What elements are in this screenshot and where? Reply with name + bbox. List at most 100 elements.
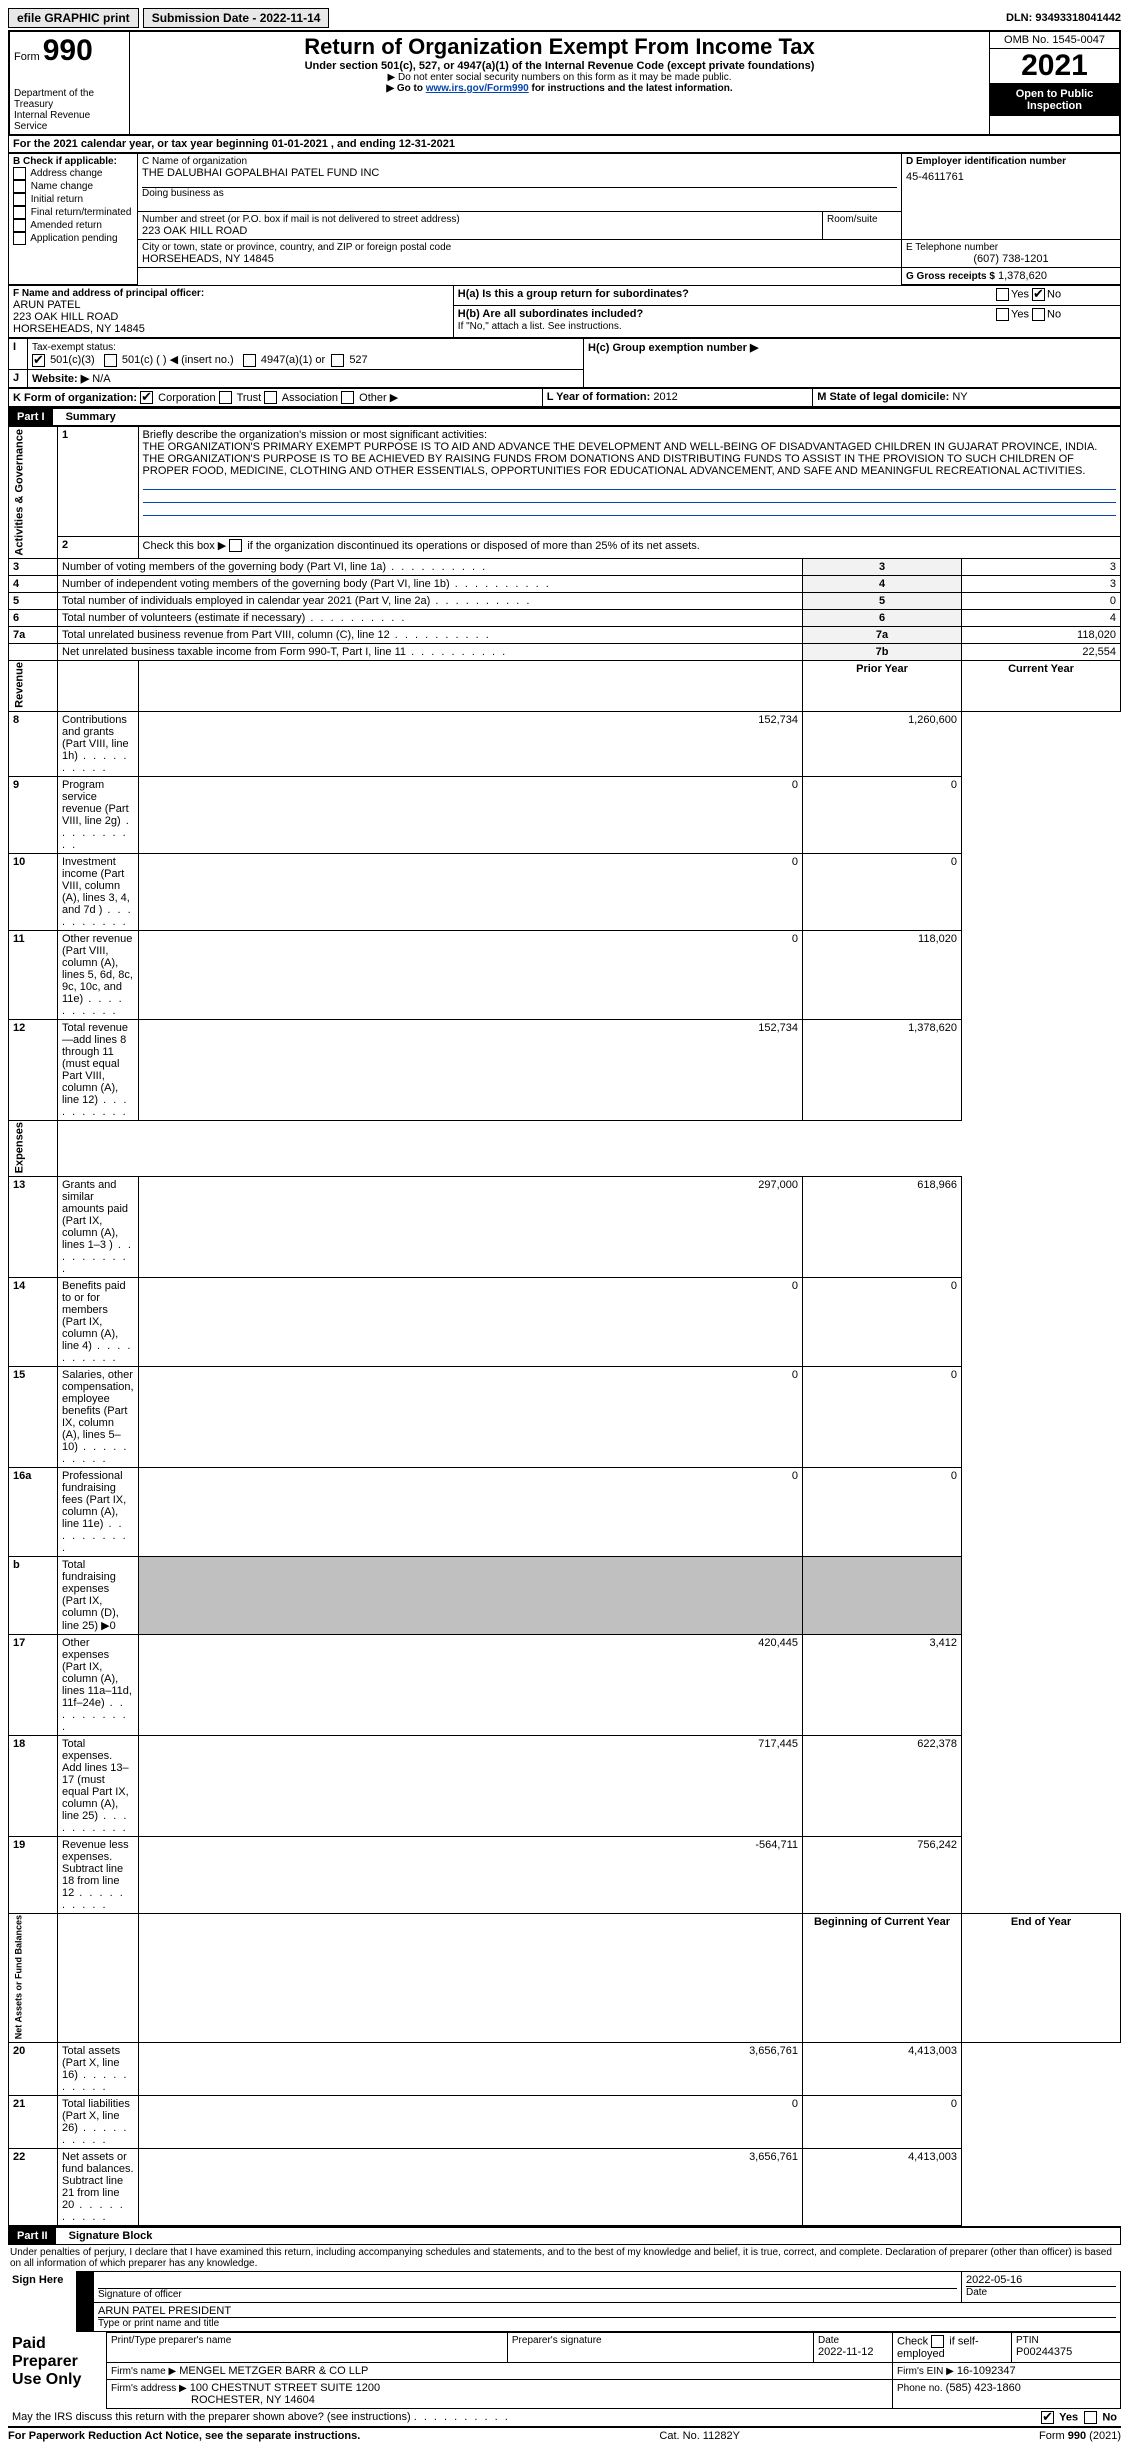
- col-eoy: End of Year: [962, 1913, 1121, 2042]
- dba-label: Doing business as: [142, 187, 897, 199]
- opt-corp: Corporation: [158, 392, 215, 404]
- box-b-label: B Check if applicable:: [13, 156, 133, 167]
- other-checkbox[interactable]: [341, 391, 354, 404]
- line-l-label: L Year of formation:: [547, 391, 651, 403]
- hb-yes-checkbox[interactable]: [996, 308, 1009, 321]
- opt-4947: 4947(a)(1) or: [261, 354, 325, 366]
- opt-other: Other ▶: [359, 392, 398, 404]
- officer-street: 223 OAK HILL ROAD: [13, 311, 449, 323]
- officer-group-table: F Name and address of principal officer:…: [8, 285, 1121, 338]
- hb-no-checkbox[interactable]: [1032, 308, 1045, 321]
- prep-date: 2022-11-12: [818, 2346, 888, 2358]
- boxb-checkbox[interactable]: [13, 167, 26, 180]
- box-e-label: E Telephone number: [906, 242, 1116, 253]
- hb-no: No: [1047, 308, 1061, 320]
- rev-prior: 152,734: [138, 1019, 802, 1120]
- exp-prior: 0: [138, 1366, 802, 1467]
- mission-text: THE ORGANIZATION'S PRIMARY EXEMPT PURPOS…: [143, 441, 1098, 477]
- gov-line-value: 0: [962, 592, 1121, 609]
- boxb-checkbox[interactable]: [13, 232, 26, 245]
- preparer-table: Paid Preparer Use Only Print/Type prepar…: [8, 2332, 1121, 2409]
- boxb-checkbox[interactable]: [13, 219, 26, 232]
- prep-sig-label: Preparer's signature: [512, 2335, 809, 2346]
- opt-501c3: 501(c)(3): [50, 354, 95, 366]
- boxb-item: Application pending: [13, 232, 133, 245]
- gov-line-text: Total unrelated business revenue from Pa…: [62, 629, 390, 641]
- part2-header: Part II Signature Block: [8, 2226, 1121, 2245]
- exp-prior: -564,711: [138, 1836, 802, 1913]
- 4947-checkbox[interactable]: [243, 354, 256, 367]
- opt-assoc: Association: [282, 392, 338, 404]
- phone-value: (607) 738-1201: [906, 253, 1116, 265]
- irs-yes-checkbox[interactable]: [1041, 2411, 1054, 2424]
- hb-label: H(b) Are all subordinates included?: [458, 308, 643, 320]
- rev-current: 118,020: [803, 930, 962, 1019]
- officer-city: HORSEHEADS, NY 14845: [13, 323, 449, 335]
- rev-prior: 0: [138, 853, 802, 930]
- line-m-label: M State of legal domicile:: [817, 391, 949, 403]
- corp-checkbox[interactable]: [140, 391, 153, 404]
- gov-line-value: 4: [962, 609, 1121, 626]
- paid-preparer: Paid Preparer Use Only: [8, 2333, 107, 2409]
- net-eoy: 4,413,003: [803, 2043, 962, 2096]
- assoc-checkbox[interactable]: [264, 391, 277, 404]
- net-eoy: 0: [803, 2096, 962, 2149]
- irs-yes: Yes: [1059, 2412, 1078, 2424]
- ha-yes-checkbox[interactable]: [996, 288, 1009, 301]
- irs-link[interactable]: www.irs.gov/Form990: [426, 83, 529, 94]
- firm-phone-label: Phone no.: [897, 2383, 943, 2394]
- may-irs-row: May the IRS discuss this return with the…: [8, 2409, 1121, 2426]
- exp-current: 622,378: [803, 1735, 962, 1836]
- gov-line-text: Total number of individuals employed in …: [62, 595, 430, 607]
- self-emp-checkbox[interactable]: [931, 2335, 944, 2348]
- 527-checkbox[interactable]: [331, 354, 344, 367]
- rev-prior: 152,734: [138, 711, 802, 776]
- page-footer: For Paperwork Reduction Act Notice, see …: [8, 2426, 1121, 2442]
- q1-label: Briefly describe the organization's miss…: [143, 429, 487, 441]
- gov-line-value: 3: [962, 558, 1121, 575]
- klm-table: K Form of organization: Corporation Trus…: [8, 388, 1121, 408]
- irs-no-checkbox[interactable]: [1084, 2411, 1097, 2424]
- room-label: Room/suite: [827, 214, 897, 225]
- boxb-checkbox[interactable]: [13, 180, 26, 193]
- declaration: Under penalties of perjury, I declare th…: [8, 2245, 1121, 2271]
- exp-prior: 297,000: [138, 1176, 802, 1277]
- may-irs-text: May the IRS discuss this return with the…: [12, 2411, 411, 2423]
- 501c3-checkbox[interactable]: [32, 354, 45, 367]
- open-public: Open to Public Inspection: [990, 84, 1119, 116]
- trust-checkbox[interactable]: [219, 391, 232, 404]
- ha-no-checkbox[interactable]: [1032, 288, 1045, 301]
- exp-line-text: Total fundraising expenses (Part IX, col…: [62, 1559, 119, 1632]
- irs-no: No: [1102, 2412, 1117, 2424]
- side-netassets: Net Assets or Fund Balances: [9, 1913, 58, 2042]
- line-k-label: K Form of organization:: [13, 392, 137, 404]
- footer-right: Form 990 (2021): [1039, 2430, 1121, 2442]
- ha-yes: Yes: [1011, 288, 1029, 300]
- exp-prior: 0: [138, 1467, 802, 1556]
- gross-receipts: 1,378,620: [998, 270, 1047, 282]
- rev-current: 1,260,600: [803, 711, 962, 776]
- exp-prior: 0: [138, 1277, 802, 1366]
- firm-addr: 100 CHESTNUT STREET SUITE 1200: [190, 2382, 380, 2394]
- opt-527: 527: [349, 354, 367, 366]
- net-boy: 0: [138, 2096, 802, 2149]
- org-name: THE DALUBHAI GOPALBHAI PATEL FUND INC: [142, 167, 897, 179]
- omb-number: OMB No. 1545-0047: [990, 32, 1119, 48]
- footer-mid: Cat. No. 11282Y: [659, 2430, 740, 2442]
- signature-table: Sign Here Signature of officer 2022-05-1…: [8, 2271, 1121, 2332]
- ha-no: No: [1047, 288, 1061, 300]
- form-title: Return of Organization Exempt From Incom…: [134, 34, 985, 60]
- 501c-checkbox[interactable]: [104, 354, 117, 367]
- exp-prior: 717,445: [138, 1735, 802, 1836]
- boxb-checkbox[interactable]: [13, 193, 26, 206]
- box-c-name-label: C Name of organization: [142, 156, 897, 167]
- officer-name-title: ARUN PATEL PRESIDENT: [98, 2305, 1116, 2317]
- efile-button[interactable]: efile GRAPHIC print: [8, 8, 139, 28]
- line-i-label: Tax-exempt status:: [32, 342, 116, 353]
- boxb-checkbox[interactable]: [13, 206, 26, 219]
- form-number: 990: [43, 34, 93, 67]
- note2-post: for instructions and the latest informat…: [529, 83, 733, 94]
- gov-line-box: 7b: [803, 643, 962, 660]
- q2-checkbox[interactable]: [229, 539, 242, 552]
- gov-line-value: 118,020: [962, 626, 1121, 643]
